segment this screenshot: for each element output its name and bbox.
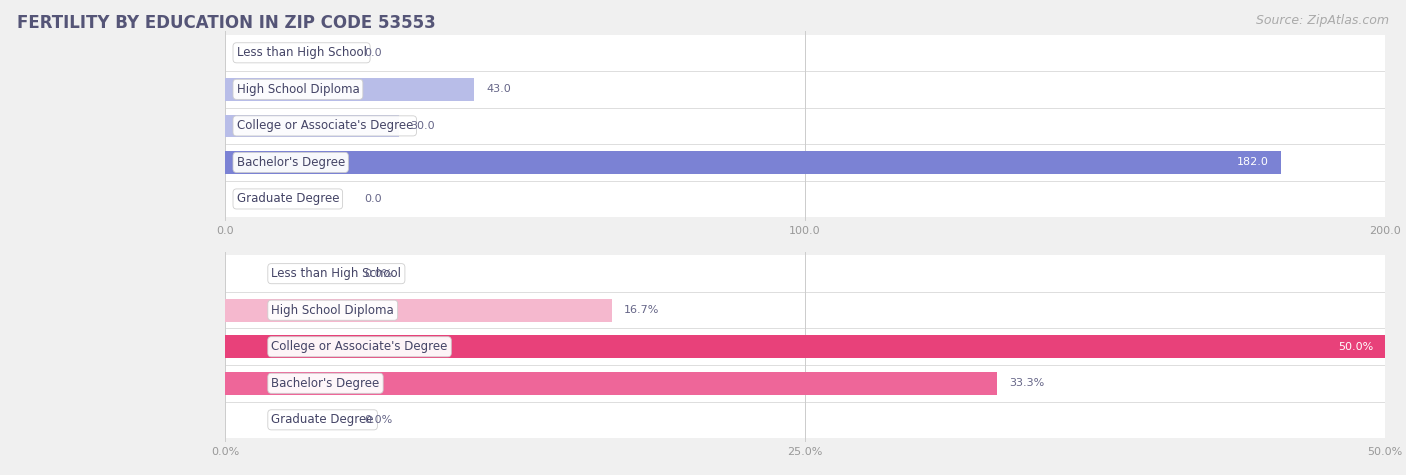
Text: 50.0%: 50.0% (1339, 342, 1374, 352)
Text: Less than High School: Less than High School (236, 46, 367, 59)
Text: Graduate Degree: Graduate Degree (236, 192, 339, 206)
Text: Less than High School: Less than High School (271, 267, 401, 280)
Bar (225, 151, 1281, 174)
Text: 16.7%: 16.7% (624, 305, 659, 315)
Bar (225, 71, 1385, 108)
Bar (225, 180, 1385, 217)
Bar (225, 144, 1385, 180)
Bar (225, 114, 399, 137)
Bar (225, 299, 613, 322)
Bar (225, 35, 1385, 71)
Text: Bachelor's Degree: Bachelor's Degree (271, 377, 380, 390)
Text: 0.0: 0.0 (364, 194, 382, 204)
Bar (225, 108, 1385, 144)
Bar (225, 78, 474, 101)
Text: 43.0: 43.0 (486, 85, 510, 95)
Bar (225, 401, 1385, 438)
Text: College or Associate's Degree: College or Associate's Degree (271, 340, 447, 353)
Text: Bachelor's Degree: Bachelor's Degree (236, 156, 344, 169)
Text: College or Associate's Degree: College or Associate's Degree (236, 119, 413, 133)
Text: 0.0: 0.0 (364, 48, 382, 58)
Text: 0.0%: 0.0% (364, 269, 392, 279)
Text: Graduate Degree: Graduate Degree (271, 413, 374, 427)
Bar (225, 292, 1385, 329)
Text: 30.0: 30.0 (411, 121, 436, 131)
Text: 0.0%: 0.0% (364, 415, 392, 425)
Bar (225, 365, 1385, 401)
Bar (225, 256, 1385, 292)
Bar (225, 329, 1385, 365)
Bar (225, 335, 1385, 358)
Bar (225, 372, 997, 395)
Text: FERTILITY BY EDUCATION IN ZIP CODE 53553: FERTILITY BY EDUCATION IN ZIP CODE 53553 (17, 14, 436, 32)
Text: Source: ZipAtlas.com: Source: ZipAtlas.com (1256, 14, 1389, 27)
Text: 33.3%: 33.3% (1010, 378, 1045, 388)
Text: 182.0: 182.0 (1237, 157, 1270, 167)
Text: High School Diploma: High School Diploma (236, 83, 360, 96)
Text: High School Diploma: High School Diploma (271, 304, 394, 317)
